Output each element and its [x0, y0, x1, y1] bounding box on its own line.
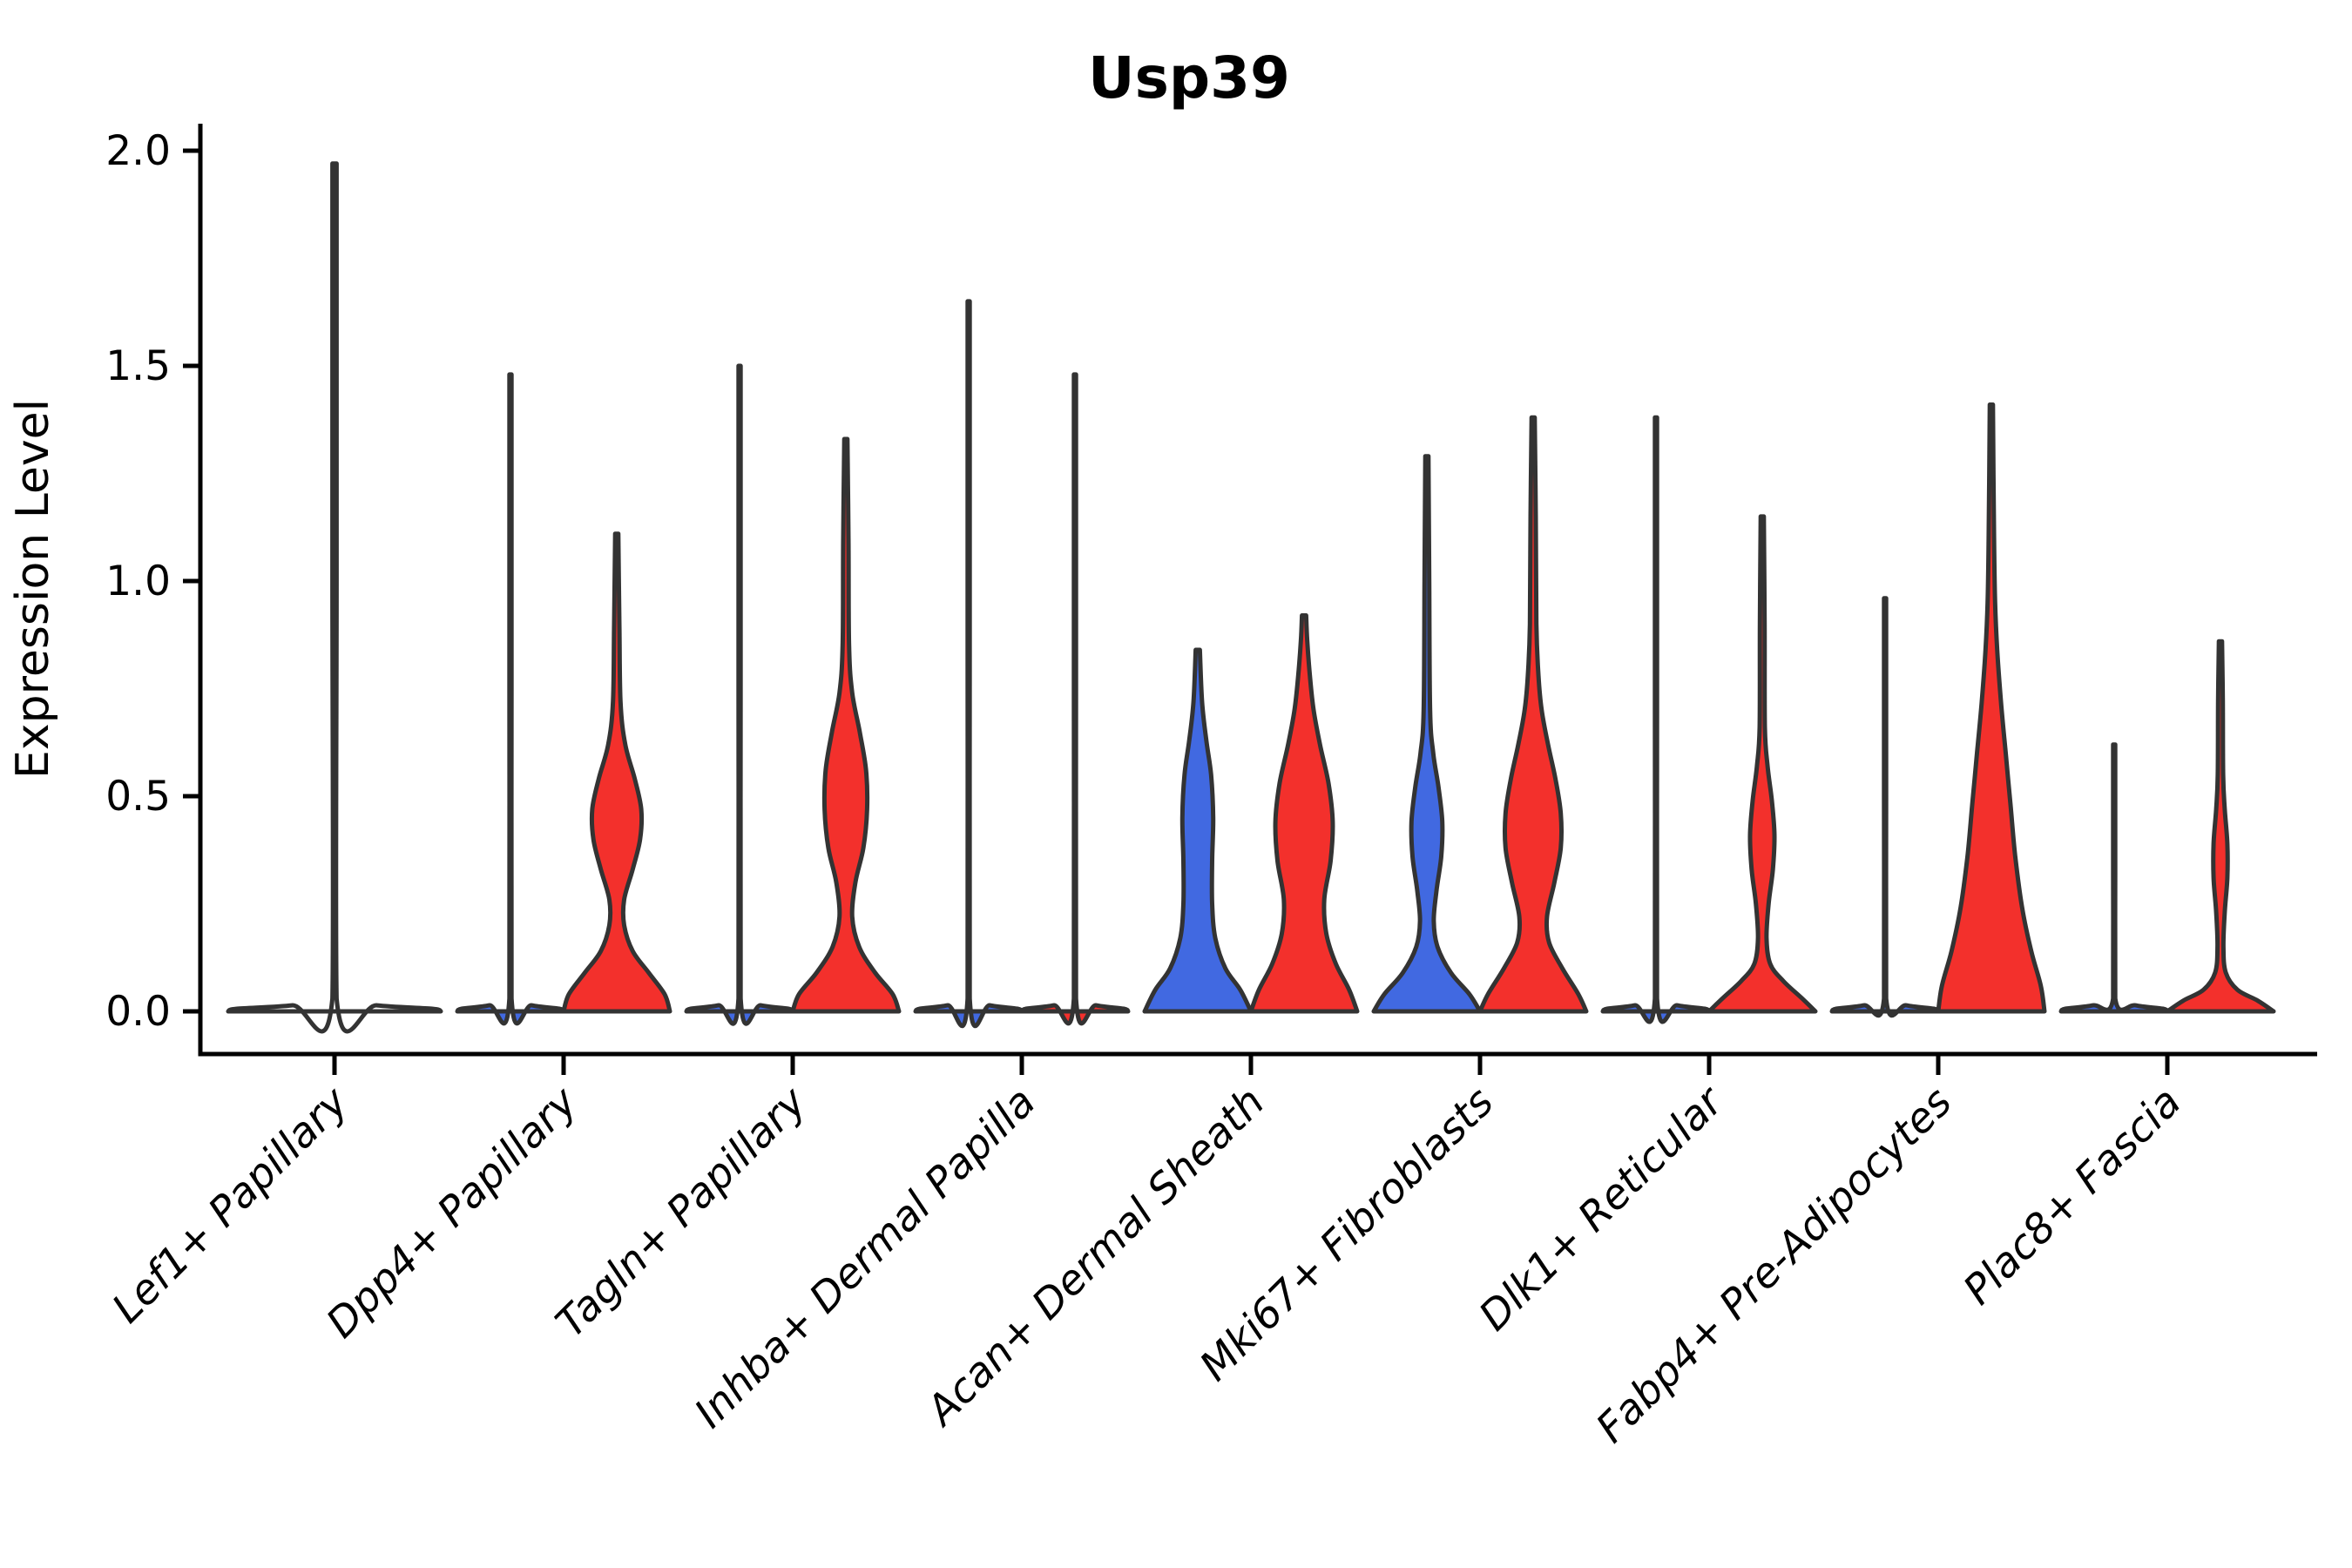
violin-inhba-right	[1019, 372, 1131, 1026]
violin-lef1-center	[226, 161, 443, 1034]
y-tick-label: 0.0	[105, 988, 171, 1036]
x-tick-label: Dpp4+ Papillary	[317, 1078, 587, 1348]
violin-acan-right	[1248, 613, 1360, 1014]
violin-mki67-left	[1371, 454, 1483, 1014]
violin-fabp4-left	[1829, 596, 1941, 1018]
axes	[198, 124, 2317, 1057]
violin-tagln-left	[684, 363, 795, 1026]
x-tick-label: Tagln+ Papillary	[547, 1078, 817, 1348]
violins	[226, 161, 2276, 1034]
violin-fabp4-right	[1936, 402, 2047, 1014]
violin-plac8-right	[2165, 639, 2276, 1014]
violin-plac8-left	[2058, 742, 2170, 1014]
y-axis-label: Expression Level	[7, 399, 59, 779]
violin-tagln-right	[790, 436, 902, 1014]
y-tick-label: 0.5	[105, 773, 171, 821]
x-tick-label: Plac8+ Fascia	[1954, 1078, 2190, 1315]
violin-inhba-left	[913, 299, 1024, 1029]
violin-dpp4-right	[561, 531, 672, 1014]
x-tick-label: Dlk1+ Reticular	[1470, 1077, 1734, 1341]
y-tick-label: 1.5	[105, 342, 171, 390]
violin-dlk1-left	[1600, 415, 1712, 1024]
violin-dlk1-right	[1707, 514, 1818, 1014]
y-tick-label: 1.0	[105, 558, 171, 605]
axis-spines	[198, 124, 2317, 1057]
y-tick-label: 2.0	[105, 127, 171, 175]
chart-title: Usp39	[1088, 44, 1290, 112]
x-tick-label: Lef1+ Papillary	[103, 1078, 358, 1333]
violin-dpp4-left	[455, 372, 566, 1026]
violin-acan-left	[1142, 647, 1254, 1014]
violin-mki67-right	[1477, 415, 1589, 1014]
y-tick-labels: 0.0 0.5 1.0 1.5 2.0	[105, 127, 200, 1036]
